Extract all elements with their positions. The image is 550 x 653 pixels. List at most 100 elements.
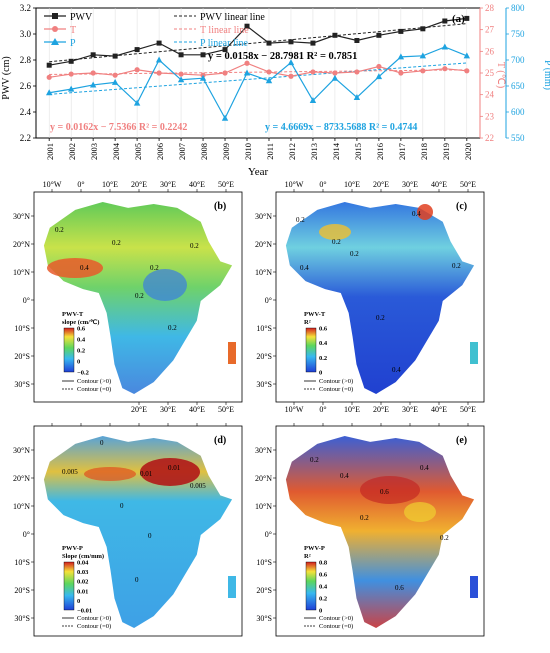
colorbar-tick-label: 0.04 [77, 560, 89, 567]
data-point [265, 77, 273, 84]
legend-title: slope (cm/℃) [62, 318, 99, 326]
legend-title: PWV-T [304, 311, 326, 318]
data-point [354, 69, 360, 75]
legend-title: R² [304, 319, 311, 326]
lon-tick-label: 10°E [102, 180, 118, 189]
lat-tick-label: 20°N [255, 240, 272, 249]
contour-label: 0.2 [376, 314, 385, 322]
y-tick-label: 3.0 [20, 29, 32, 39]
contour-legend: Contour (>0) [77, 378, 111, 385]
contour-label: 0.2 [112, 239, 121, 247]
right-p-axis: 550 600 650 700 750 800 [505, 3, 525, 143]
map-coordinate-ticks: 10°W 0° 10°E 20°E 20°E 30°E 30°E 40°E 40°E 50°E 50… [13, 180, 476, 623]
lon-tick-label: 20°E [373, 405, 389, 414]
data-point [200, 52, 206, 58]
colorbar-tick-label: 0.03 [77, 569, 89, 576]
x-tick-label: 2015 [353, 143, 363, 160]
contour-label: 0.6 [395, 584, 404, 592]
lat-tick-label: 10°S [14, 324, 30, 333]
x-axis: 2001 2002 2003 2004 2005 2006 2007 2008 2009 2010… [45, 138, 473, 160]
data-point [375, 73, 383, 80]
contour-label: 0 [120, 502, 124, 510]
legend: PWV PWV linear line T T linear line P P … [44, 12, 265, 49]
lon-tick-label: 50°E [460, 405, 476, 414]
colorbar-tick-label: 0.4 [77, 337, 86, 344]
contour-label: 0.005 [62, 468, 78, 476]
data-point [244, 23, 250, 29]
x-tick-label: 2011 [265, 143, 275, 160]
contour-label: 0.2 [360, 514, 369, 522]
data-point [244, 60, 250, 66]
lon-tick-label: 10°W [285, 180, 304, 189]
lon-tick-label: 30°E [402, 180, 418, 189]
data-point [419, 52, 427, 59]
t-tick-label: 25 [485, 68, 495, 78]
lat-tick-label: 10°N [13, 268, 30, 277]
legend-marker-t [52, 26, 58, 32]
data-point [134, 67, 140, 73]
data-point [288, 73, 294, 79]
data-point [442, 66, 448, 72]
panel-label-a: (a) [452, 13, 465, 25]
contour-label: 0.6 [380, 488, 389, 496]
legend-label-t: T [70, 25, 76, 36]
lat-tick-label: 30°N [13, 212, 30, 221]
lat-tick-label: 0° [23, 530, 30, 539]
colorbar-tick-label: −0.2 [77, 370, 89, 377]
contour-label: 0 [135, 576, 139, 584]
x-tick-label: 2008 [199, 143, 209, 160]
contour-label: 0.2 [168, 324, 177, 332]
data-point [178, 52, 184, 58]
data-point [45, 89, 53, 96]
lat-tick-label: 20°N [13, 240, 30, 249]
t-tick-label: 28 [485, 3, 495, 13]
data-point [464, 15, 470, 21]
data-point [420, 26, 426, 32]
data-point [67, 85, 75, 92]
lon-tick-label: 10°W [43, 180, 62, 189]
lat-tick-label: 10°N [13, 502, 30, 511]
data-point [266, 69, 272, 75]
t-tick-label: 27 [485, 25, 495, 35]
x-tick-label: 2002 [67, 143, 77, 160]
map-panel-e: (e) 0.2 0.4 0.6 0.4 0.2 0.6 0.2 PWV-P R²… [275, 425, 485, 637]
data-point [376, 32, 382, 38]
map-legend: PWV-P Slope (cm/mm) 0.04 0.03 0.02 0.01 0 −0.… [62, 545, 111, 630]
x-tick-label: 2010 [243, 143, 253, 160]
panel-label-b: (b) [214, 201, 226, 212]
data-point [89, 81, 97, 88]
x-tick-label: 2006 [155, 143, 165, 160]
colorbar [63, 327, 75, 373]
contour-label: 0.01 [168, 464, 181, 472]
lat-tick-label: 30°N [13, 446, 30, 455]
hotspot [360, 476, 420, 504]
contour-label: 0 [148, 532, 152, 540]
lat-tick-label: 0° [265, 530, 272, 539]
y-tick-label: 2.6 [20, 81, 32, 91]
data-point [398, 28, 404, 34]
hotspot [417, 204, 433, 220]
hotspot [47, 258, 103, 278]
x-tick-label: 2007 [177, 143, 187, 160]
series-line-pwv [49, 17, 467, 66]
data-point [442, 18, 448, 24]
data-point [398, 70, 404, 76]
lat-tick-label: 30°S [256, 380, 272, 389]
data-point [112, 53, 118, 59]
data-point [243, 69, 251, 76]
panel-label-e: (e) [456, 435, 467, 446]
colorbar-tick-label: 0 [77, 598, 80, 605]
p-tick-label: 800 [511, 3, 525, 13]
data-point [353, 93, 361, 100]
data-point [111, 78, 119, 85]
data-point [177, 76, 185, 83]
colorbar-ticks: 0.04 0.03 0.02 0.01 0 −0.01 [77, 560, 92, 615]
low-area [143, 269, 187, 301]
data-point [309, 97, 317, 104]
lon-tick-label: 30°E [160, 180, 176, 189]
legend-label-p-linear: P linear line [200, 38, 249, 49]
colorbar-ticks: 0.6 0.4 0.2 0 [319, 326, 328, 377]
legend-marker-p [51, 38, 59, 45]
data-point [90, 70, 96, 76]
